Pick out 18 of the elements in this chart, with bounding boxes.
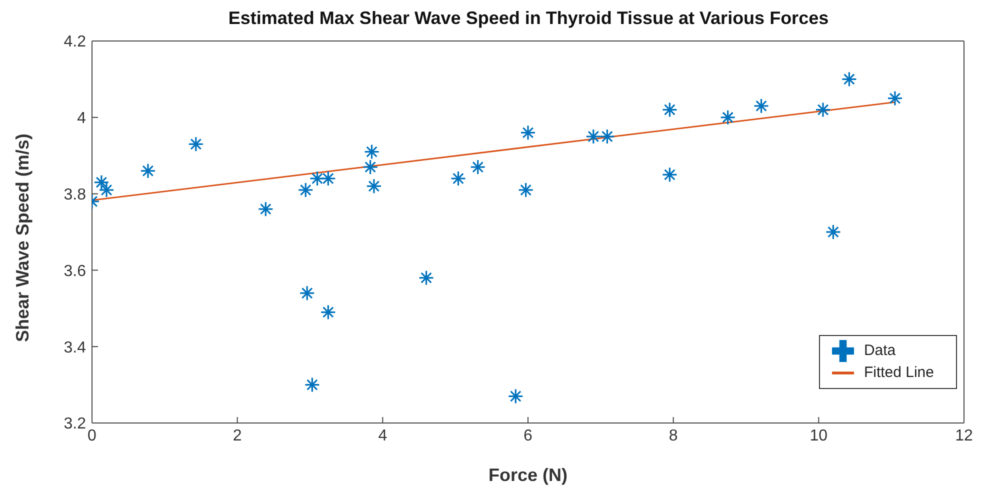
x-tick-label: 10 <box>810 427 828 444</box>
x-tick-label: 6 <box>524 427 533 444</box>
y-tick-label: 3.4 <box>64 339 86 356</box>
chart-title: Estimated Max Shear Wave Speed in Thyroid Tissue at Various Forces <box>227 8 830 29</box>
x-tick-label: 12 <box>955 427 973 444</box>
y-tick-label: 3.6 <box>64 262 86 280</box>
x-axis-title: Force (N) <box>488 465 568 485</box>
y-tick-label: 4.2 <box>64 34 86 51</box>
legend-label: Data <box>864 342 896 360</box>
y-tick-label: 3.2 <box>64 416 86 433</box>
x-tick-label: 4 <box>378 427 388 444</box>
x-tick-label: 8 <box>668 427 678 444</box>
x-tick-label: 0 <box>88 427 97 444</box>
y-axis-title: Shear Wave Speed (m/s) <box>12 134 32 342</box>
y-tick-label: 4 <box>77 110 86 128</box>
y-tick-label: 3.8 <box>64 186 86 204</box>
x-tick-label: 2 <box>232 427 242 444</box>
legend-label: Fitted Line <box>864 364 934 382</box>
